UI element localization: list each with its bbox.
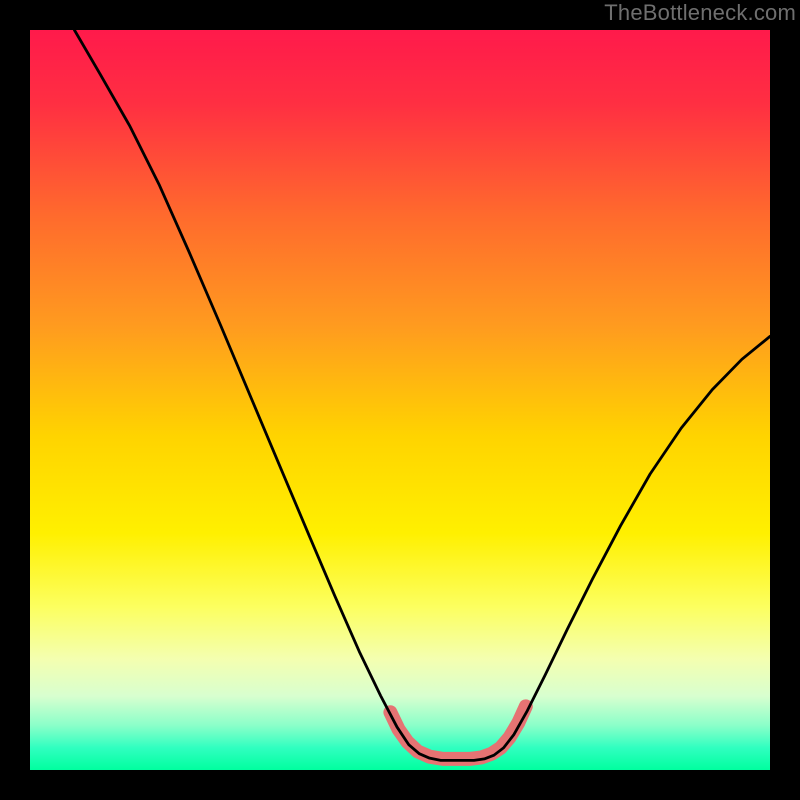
chart-svg [0, 0, 800, 800]
watermark-text: TheBottleneck.com [604, 0, 796, 26]
chart-root: TheBottleneck.com [0, 0, 800, 800]
plot-background [30, 30, 770, 770]
